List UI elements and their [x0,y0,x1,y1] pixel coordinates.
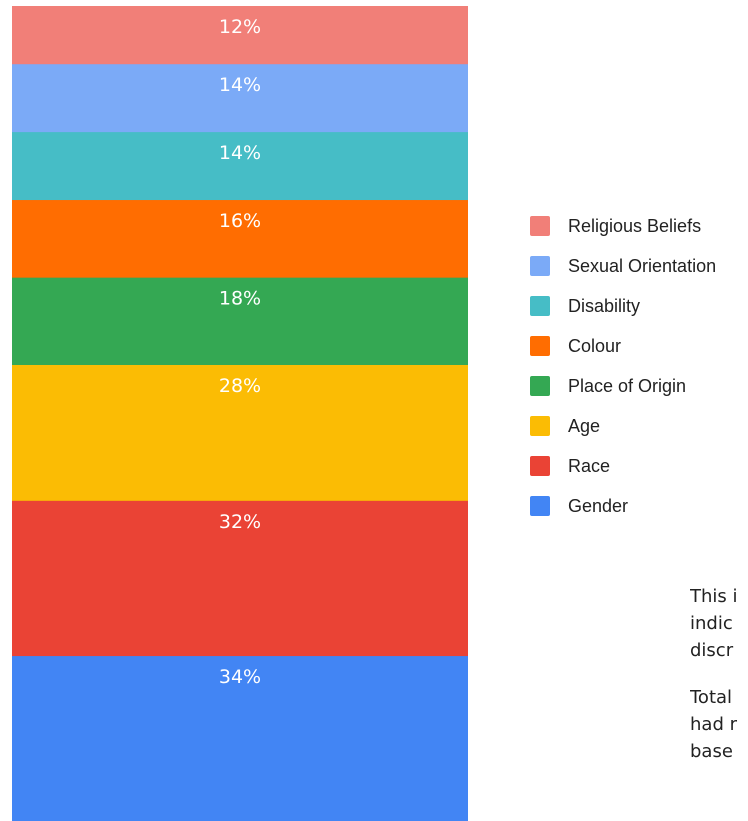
legend-item-disability: Disability [530,286,716,326]
legend-swatch [530,496,550,516]
legend-label: Sexual Orientation [568,255,717,276]
note-paragraph-1: This i indic discr [690,586,738,661]
legend-item-place-of-origin: Place of Origin [530,366,716,406]
data-label-age: 28% [219,375,261,397]
bar-segment-colour [12,200,468,279]
legend-swatch [530,296,550,316]
bar-segment-race [12,500,468,657]
legend-swatch [530,336,550,356]
description-text: This i indic discr Total had r base [690,583,748,785]
legend-label: Colour [568,335,622,356]
data-label-race: 32% [219,511,261,533]
legend-item-gender: Gender [530,486,716,526]
bar-segment-disability [12,132,468,201]
legend-swatch [530,256,550,276]
legend-swatch [530,416,550,436]
legend-item-religious-beliefs: Religious Beliefs [530,206,716,246]
legend-item-race: Race [530,446,716,486]
data-label-sexual-orientation: 14% [219,74,261,96]
legend-label: Religious Beliefs [568,215,702,236]
data-label-disability: 14% [219,142,261,164]
bar-segment-religious-beliefs [12,6,468,65]
note-paragraph-2: Total had r base [690,687,737,762]
bar-segment-age [12,364,468,502]
legend-label: Race [568,455,611,476]
legend: Religious Beliefs Sexual Orientation Disab… [530,206,716,526]
stacked-bar-chart: 12% 14% 14% 16% 18% 28% 32% 34% [12,6,468,821]
legend-label: Gender [568,495,629,516]
bar-segment-place-of-origin [12,277,468,366]
bar-segment-sexual-orientation [12,64,468,133]
legend-swatch [530,376,550,396]
legend-label: Age [568,415,601,436]
data-label-gender: 34% [219,666,261,688]
data-label-religious-beliefs: 12% [219,16,261,38]
legend-item-colour: Colour [530,326,716,366]
legend-swatch [530,456,550,476]
bar-segment-gender [12,656,468,821]
legend-item-age: Age [530,406,716,446]
legend-swatch [530,216,550,236]
legend-label: Disability [568,295,641,316]
legend-label: Place of Origin [568,375,687,396]
legend-item-sexual-orientation: Sexual Orientation [530,246,716,286]
data-label-place-of-origin: 18% [219,288,261,310]
data-label-colour: 16% [219,210,261,232]
